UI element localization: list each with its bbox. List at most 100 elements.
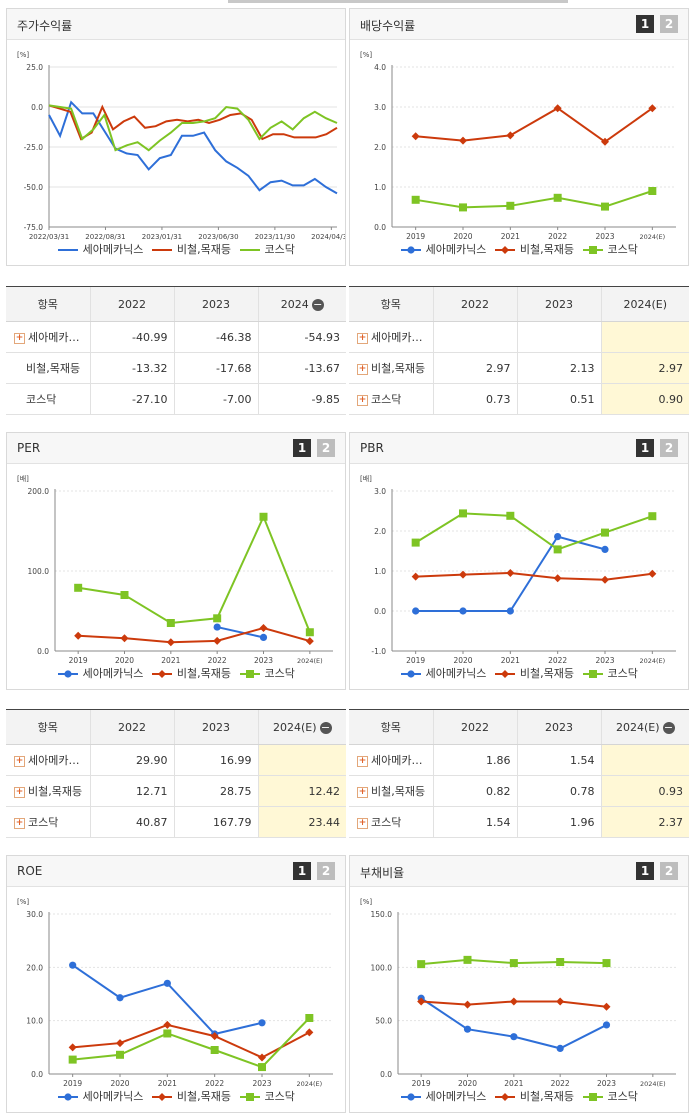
- collapse-icon[interactable]: −: [662, 720, 675, 734]
- legend-label: 세아메카닉스: [79, 243, 144, 256]
- legend-item[interactable]: 비철,목재등: [151, 1088, 231, 1104]
- table-row: + 코스닥 40.87 167.79 23.44: [6, 806, 346, 838]
- expand-icon[interactable]: +: [357, 363, 368, 375]
- per-table: 항목 2022 2023 2024(E) − + 세아메카… 29.90 16.99 + 비철,목재…: [6, 709, 346, 838]
- table-cell: -9.85: [257, 383, 346, 415]
- x-tick-label: 2023/11/30: [255, 233, 295, 241]
- table-cell: [600, 744, 689, 776]
- x-tick-label: 2023/06/30: [198, 233, 238, 241]
- expand-icon[interactable]: +: [14, 332, 25, 344]
- series-line: [78, 626, 311, 644]
- expand-icon[interactable]: +: [357, 786, 368, 798]
- data-point: [68, 1055, 77, 1064]
- legend-item[interactable]: 세아메카닉스: [57, 665, 143, 681]
- x-tick-label: 2021: [501, 656, 520, 665]
- data-point: [459, 203, 467, 212]
- table-cell: [600, 321, 689, 353]
- row-label[interactable]: + 세아메카…: [349, 744, 433, 776]
- data-point: [510, 1033, 518, 1041]
- legend-swatch-icon: [152, 249, 173, 251]
- data-point: [602, 1002, 611, 1011]
- legend-swatch-icon: [495, 670, 516, 678]
- y-tick-label: 200.0: [28, 487, 50, 496]
- data-point: [463, 955, 472, 964]
- debt-chart-panel: 부채비율 1 2 [%] 150.0 100.0 50.0 0.0 2019 2020 202…: [349, 855, 689, 1113]
- view-2-button[interactable]: 2: [660, 439, 678, 457]
- row-label[interactable]: + 코스닥: [349, 383, 433, 415]
- legend-item[interactable]: 비철,목재등: [494, 1088, 574, 1104]
- legend-item[interactable]: 세아메카닉스: [400, 665, 486, 681]
- expand-icon[interactable]: +: [14, 786, 25, 798]
- row-label[interactable]: + 세아메카…: [6, 744, 90, 776]
- legend-item[interactable]: 코스닥: [582, 1088, 638, 1104]
- view-1-button[interactable]: 1: [636, 15, 654, 33]
- data-point: [506, 201, 515, 210]
- expand-icon[interactable]: +: [14, 755, 25, 767]
- legend-item[interactable]: 세아메카닉스: [57, 241, 143, 257]
- expand-icon[interactable]: +: [357, 817, 368, 829]
- column-header: 2022: [89, 709, 174, 745]
- table-cell: 0.93: [600, 775, 689, 807]
- row-label[interactable]: + 비철,목재등: [349, 775, 433, 807]
- expand-icon[interactable]: +: [357, 394, 368, 406]
- legend-item[interactable]: 비철,목재등: [151, 665, 231, 681]
- legend-item[interactable]: 코스닥: [239, 1088, 295, 1104]
- series-line: [415, 107, 653, 144]
- legend-item[interactable]: 코스닥: [582, 665, 638, 681]
- legend-label: 비철,목재등: [516, 243, 574, 256]
- x-tick-label: 2022: [208, 656, 227, 665]
- table-row: + 세아메카… 1.86 1.54: [349, 744, 689, 776]
- legend-label: 비철,목재등: [173, 667, 231, 680]
- legend-swatch-icon: [582, 1093, 603, 1101]
- view-1-button[interactable]: 1: [293, 439, 311, 457]
- expand-icon[interactable]: +: [357, 332, 368, 344]
- legend-item[interactable]: 코스닥: [582, 241, 638, 257]
- row-label[interactable]: + 코스닥: [349, 806, 433, 838]
- view-1-button[interactable]: 1: [636, 439, 654, 457]
- legend-item[interactable]: 비철,목재등: [151, 241, 231, 257]
- x-tick-label: 2022: [548, 656, 567, 665]
- view-2-button[interactable]: 2: [317, 862, 335, 880]
- data-point: [556, 997, 565, 1006]
- x-tick-label: 2024(E): [296, 1080, 322, 1088]
- view-1-button[interactable]: 1: [636, 862, 654, 880]
- y-tick-label: 0.0: [374, 607, 386, 616]
- table-cell: 29.90: [89, 744, 174, 776]
- data-point: [411, 195, 420, 204]
- collapse-icon[interactable]: −: [319, 720, 332, 734]
- y-tick-label: -1.0: [371, 647, 386, 656]
- view-1-button[interactable]: 1: [293, 862, 311, 880]
- row-label[interactable]: + 세아메카…: [349, 321, 433, 353]
- table-cell: -13.32: [89, 352, 174, 384]
- row-label[interactable]: + 비철,목재등: [6, 775, 90, 807]
- legend-item[interactable]: 코스닥: [239, 241, 295, 257]
- legend-item[interactable]: 세아메카닉스: [400, 1088, 486, 1104]
- legend-swatch-icon: [582, 670, 603, 678]
- row-label[interactable]: + 코스닥: [6, 806, 90, 838]
- series-line: [72, 1017, 311, 1069]
- row-label[interactable]: + 비철,목재등: [349, 352, 433, 384]
- legend-item[interactable]: 비철,목재등: [494, 665, 574, 681]
- x-tick-label: 2022: [548, 232, 567, 241]
- legend-swatch-icon: [239, 670, 260, 678]
- row-label[interactable]: + 세아메카…: [6, 321, 90, 353]
- column-header: 항목: [349, 286, 433, 322]
- data-point: [163, 1020, 172, 1029]
- legend-item[interactable]: 비철,목재등: [494, 241, 574, 257]
- x-tick-label: 2020: [110, 1079, 129, 1088]
- collapse-icon[interactable]: −: [311, 297, 324, 311]
- x-tick-label: 2023: [595, 656, 614, 665]
- legend-item[interactable]: 세아메카닉스: [57, 1088, 143, 1104]
- expand-icon[interactable]: +: [14, 817, 25, 829]
- view-2-button[interactable]: 2: [660, 15, 678, 33]
- view-2-button[interactable]: 2: [317, 439, 335, 457]
- y-tick-label: 3.0: [374, 103, 386, 112]
- data-point: [411, 572, 420, 581]
- view-2-button[interactable]: 2: [660, 862, 678, 880]
- data-point: [412, 607, 420, 615]
- legend-item[interactable]: 코스닥: [239, 665, 295, 681]
- legend-item[interactable]: 세아메카닉스: [400, 241, 486, 257]
- expand-icon[interactable]: +: [357, 755, 368, 767]
- x-tick-label: 2023: [252, 1079, 271, 1088]
- y-tick-label: 2.0: [374, 527, 386, 536]
